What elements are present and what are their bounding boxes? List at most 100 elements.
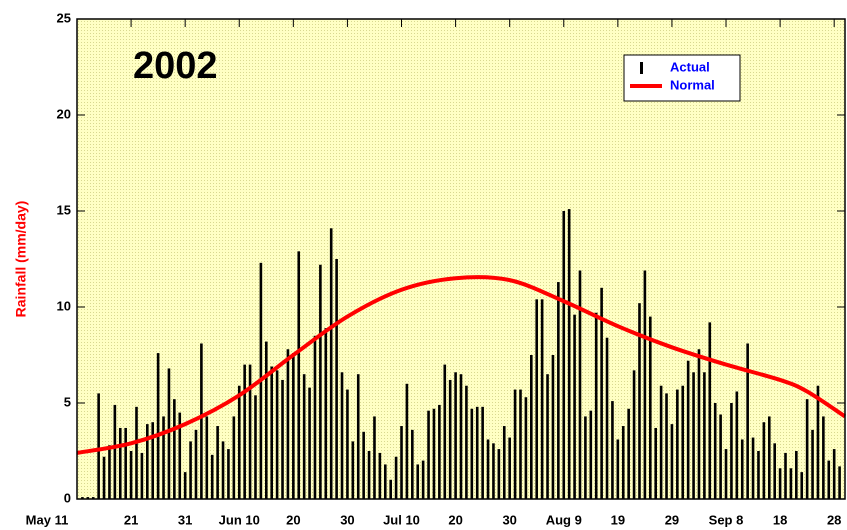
bar bbox=[746, 343, 749, 499]
y-tick-label: 20 bbox=[57, 106, 71, 121]
bar bbox=[97, 393, 100, 499]
bar bbox=[767, 416, 771, 499]
bar bbox=[281, 379, 284, 499]
bar bbox=[205, 416, 209, 499]
bar bbox=[546, 374, 549, 499]
bar bbox=[513, 389, 517, 499]
x-tick-label: Jul 10 bbox=[383, 512, 420, 527]
bar bbox=[329, 228, 333, 499]
bar bbox=[356, 374, 360, 499]
bar bbox=[475, 406, 479, 499]
bar bbox=[827, 460, 831, 499]
y-tick-label: 0 bbox=[64, 490, 71, 505]
bar bbox=[173, 399, 176, 499]
bar bbox=[113, 404, 117, 499]
bar bbox=[502, 426, 506, 499]
x-tick-label: May 11 bbox=[26, 512, 69, 527]
bar bbox=[638, 303, 641, 499]
bar bbox=[378, 452, 382, 499]
bar bbox=[151, 422, 155, 499]
bar bbox=[557, 282, 560, 499]
x-tick-label: Jun 10 bbox=[219, 512, 260, 527]
bar bbox=[227, 449, 230, 499]
bar bbox=[540, 299, 544, 499]
bar bbox=[454, 372, 457, 499]
bar bbox=[492, 443, 495, 499]
bar bbox=[822, 416, 825, 499]
bar bbox=[411, 429, 414, 499]
bar bbox=[243, 364, 246, 499]
bar bbox=[795, 451, 798, 499]
bar bbox=[508, 437, 511, 499]
bar bbox=[838, 466, 841, 499]
bar bbox=[346, 389, 349, 499]
bar bbox=[724, 449, 728, 499]
bar bbox=[481, 406, 484, 499]
bar bbox=[719, 414, 722, 499]
bar bbox=[811, 429, 814, 499]
bar bbox=[432, 408, 436, 499]
bar bbox=[654, 427, 658, 499]
x-tick-label: 31 bbox=[178, 512, 192, 527]
bar bbox=[308, 387, 311, 499]
bar bbox=[708, 322, 712, 499]
bar bbox=[373, 416, 376, 499]
bar bbox=[784, 452, 787, 499]
bar bbox=[632, 370, 636, 499]
bar bbox=[832, 449, 836, 499]
bar bbox=[611, 401, 614, 499]
bar bbox=[697, 349, 701, 499]
chart-title: 2002 bbox=[133, 45, 218, 87]
bar bbox=[648, 316, 652, 499]
bar bbox=[292, 353, 295, 499]
bar bbox=[486, 439, 490, 499]
normal-line bbox=[76, 275, 847, 455]
bar bbox=[659, 385, 663, 499]
bar bbox=[264, 341, 268, 499]
bar bbox=[178, 412, 182, 499]
bar bbox=[681, 385, 685, 499]
legend-swatch bbox=[640, 62, 643, 74]
bar bbox=[297, 251, 301, 499]
x-tick-label: 30 bbox=[340, 512, 354, 527]
bar bbox=[135, 406, 138, 499]
bar bbox=[713, 403, 717, 499]
bar bbox=[621, 426, 625, 499]
bar bbox=[627, 408, 630, 499]
bar bbox=[530, 355, 533, 499]
bar bbox=[189, 441, 192, 499]
bar bbox=[573, 314, 576, 499]
bar bbox=[443, 364, 447, 499]
bar bbox=[789, 468, 793, 499]
bar bbox=[730, 403, 733, 499]
bar bbox=[102, 456, 106, 499]
bar bbox=[118, 427, 122, 499]
bar bbox=[567, 209, 571, 499]
bar bbox=[692, 372, 695, 499]
bar bbox=[324, 328, 328, 499]
y-axis-label: Rainfall (mm/day) bbox=[13, 201, 29, 318]
bar bbox=[254, 395, 257, 499]
bar bbox=[605, 337, 609, 499]
bar bbox=[519, 389, 522, 499]
x-tick-label: 30 bbox=[502, 512, 516, 527]
bar bbox=[216, 426, 219, 499]
bar bbox=[86, 497, 90, 499]
bar bbox=[167, 368, 171, 499]
legend-box bbox=[623, 54, 741, 102]
bar bbox=[551, 355, 555, 499]
y-tick-label: 10 bbox=[57, 298, 71, 313]
bar bbox=[313, 335, 317, 499]
bar bbox=[778, 468, 782, 499]
bar bbox=[703, 372, 706, 499]
bar bbox=[248, 364, 252, 499]
bar bbox=[367, 451, 371, 499]
bar bbox=[319, 264, 322, 499]
bar bbox=[497, 449, 501, 499]
y-tick-label: 25 bbox=[57, 10, 71, 25]
bar bbox=[448, 379, 452, 499]
bar bbox=[665, 393, 668, 499]
x-tick-label: 28 bbox=[827, 512, 841, 527]
bar bbox=[416, 464, 420, 499]
bar bbox=[146, 424, 149, 499]
